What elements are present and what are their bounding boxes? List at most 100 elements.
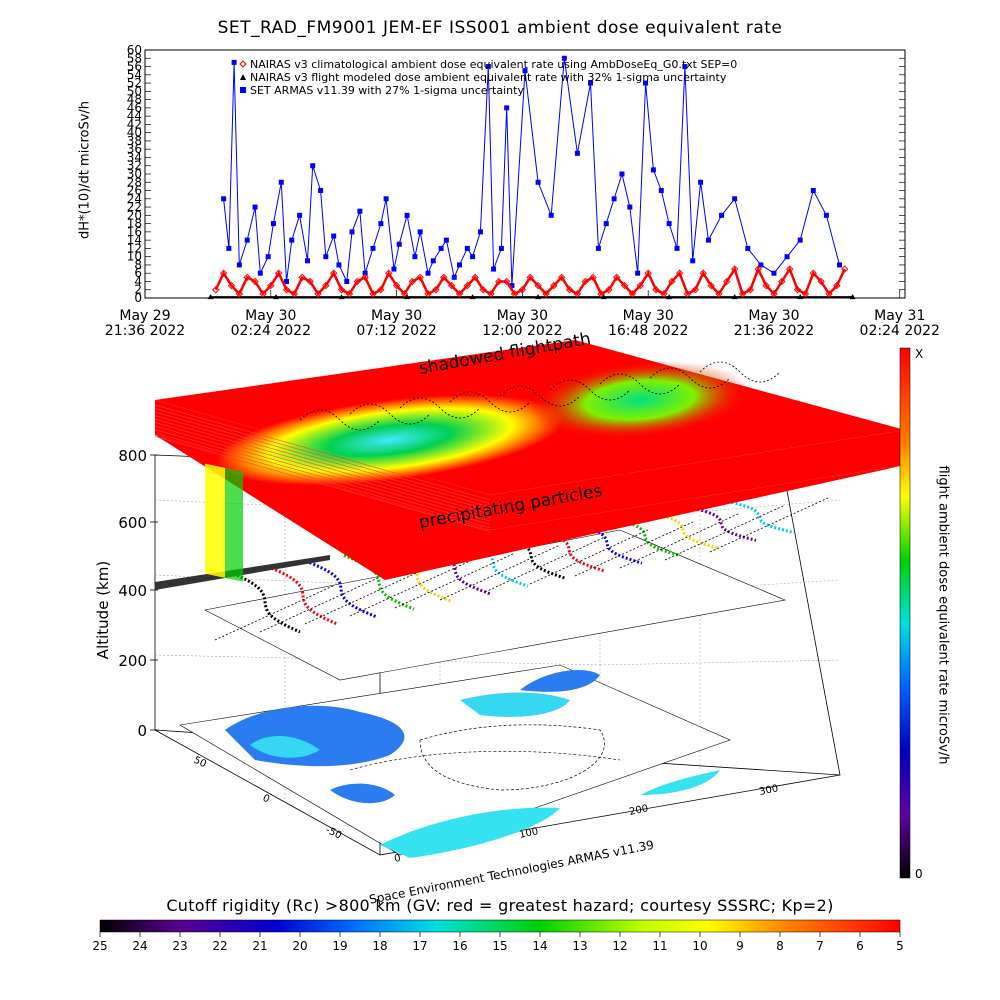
series-flight-modeled-point <box>469 294 476 300</box>
legend-label: SET ARMAS v11.39 with 27% 1-sigma uncert… <box>250 84 524 97</box>
colorbar-bottom-tick-label: 22 <box>212 939 227 953</box>
colorbar-bottom-tick-label: 9 <box>736 939 744 953</box>
colorbar-bottom-tick-label: 12 <box>612 939 627 953</box>
series-nairas-climatological-point <box>817 277 825 286</box>
x-tick-label-date: May 29 <box>119 308 170 324</box>
series-armas-point <box>284 278 290 284</box>
orbit-track <box>647 510 719 550</box>
legend-marker-triangle <box>240 74 246 80</box>
series-flight-modeled-point <box>404 294 411 300</box>
series-armas-point <box>231 59 237 65</box>
series-armas-point <box>771 270 777 276</box>
slab-stripe <box>154 408 491 504</box>
series-flight-modeled-point <box>666 294 673 300</box>
series-nairas-climatological-point <box>282 286 291 294</box>
series-nairas-climatological-point <box>801 290 810 298</box>
series-nairas-climatological-point <box>746 286 755 294</box>
colorbar-bottom-tick-label: 18 <box>372 939 387 953</box>
series-nairas-climatological-point <box>298 273 306 282</box>
series-nairas-climatological-point <box>573 290 582 298</box>
series-armas-line <box>223 58 840 286</box>
series-armas-point <box>252 204 258 210</box>
orbit-track <box>229 570 301 634</box>
series-nairas-climatological-point <box>613 273 621 282</box>
series-nairas-climatological-point <box>534 281 542 290</box>
longitude-tick-label: 300 <box>758 783 779 798</box>
series-armas-point <box>548 212 554 218</box>
orbit-track <box>723 499 795 535</box>
y-tick-label: 22 <box>127 200 142 214</box>
series-nairas-climatological-line <box>214 265 846 297</box>
series-nairas-climatological-point <box>416 273 424 282</box>
y-tick-label: 8 <box>134 258 142 272</box>
slab-stripe <box>154 425 491 522</box>
series-nairas-climatological-point <box>660 290 668 298</box>
series-nairas-climatological-point <box>377 286 385 294</box>
series-nairas-climatological-point <box>668 277 676 286</box>
colorbar-bottom-tick-label: 6 <box>856 939 864 953</box>
series-nairas-climatological-point <box>597 290 605 298</box>
colorbar-bottom-tick-label: 17 <box>412 939 427 953</box>
longitude-tick-label: 0 <box>393 853 402 865</box>
legend-label: NAIRAS v3 climatological ambient dose eq… <box>250 58 737 71</box>
altitude-tick-label: 400 <box>118 582 147 600</box>
series-nairas-climatological-point <box>652 286 660 294</box>
series-nairas-climatological-point <box>636 281 645 290</box>
series-nairas-climatological-point <box>754 265 762 273</box>
series-nairas-climatological-point <box>219 269 228 277</box>
series-armas-point <box>823 212 829 218</box>
slab-stripe <box>154 436 491 532</box>
series-nairas-climatological-point <box>707 281 715 290</box>
slab-track <box>649 367 731 389</box>
y-tick-label: 52 <box>127 76 142 90</box>
series-armas-point <box>438 245 444 251</box>
series-armas-point <box>221 196 227 202</box>
series-armas-point <box>690 258 696 264</box>
series-nairas-climatological-point <box>235 290 244 298</box>
series-nairas-climatological-point <box>715 290 723 298</box>
series-armas-point <box>257 270 263 276</box>
series-armas-point <box>318 188 324 194</box>
series-flight-modeled-point <box>731 294 738 300</box>
altitude-tick-label: 200 <box>118 652 147 670</box>
latitude-tick-label: 50 <box>192 755 208 770</box>
chart-title: SET_RAD_FM9001 JEM-EF ISS001 ambient dos… <box>217 18 783 38</box>
series-armas-point <box>498 245 504 251</box>
series-armas-point <box>627 204 633 210</box>
x-tick-label-time: 21:36 2022 <box>105 323 185 339</box>
series-armas-point <box>412 254 418 260</box>
series-armas-point <box>357 208 363 214</box>
series-nairas-climatological-point <box>793 286 802 294</box>
series-nairas-climatological-point <box>550 281 558 290</box>
colorbar-bottom-tick-label: 23 <box>172 939 187 953</box>
series-flight-modeled-point <box>207 294 214 300</box>
series-nairas-climatological-point <box>738 290 747 298</box>
slab-stripe <box>154 411 491 508</box>
series-nairas-climatological-point <box>408 277 417 286</box>
series-armas-point <box>331 233 337 239</box>
colorbar-bottom-tick-label: 5 <box>896 939 904 953</box>
series-armas-point <box>682 64 688 70</box>
series-armas-point <box>588 80 594 86</box>
series-nairas-climatological-point <box>833 281 841 290</box>
series-armas-point <box>278 179 284 185</box>
series-nairas-climatological-point <box>274 269 283 277</box>
series-nairas-climatological-point <box>699 269 707 277</box>
series-armas-point <box>595 245 601 251</box>
series-nairas-climatological-point <box>329 269 338 277</box>
series-nairas-climatological-point <box>565 286 574 294</box>
series-nairas-climatological-point <box>691 286 700 294</box>
y-tick-label: 6 <box>134 266 142 280</box>
series-nairas-climatological-point <box>314 290 322 298</box>
series-armas-point <box>650 167 656 173</box>
y-tick-label: 12 <box>127 241 142 255</box>
series-armas-point <box>451 274 457 280</box>
series-nairas-climatological-point <box>400 290 409 298</box>
3d-scene: shadowed flightpath precipitating partic… <box>118 329 905 865</box>
series-flight-modeled-point <box>797 294 804 300</box>
series-nairas-climatological-point <box>557 273 566 282</box>
series-armas-point <box>383 196 389 202</box>
series-armas-point <box>758 262 764 268</box>
slab-track <box>699 361 781 383</box>
x-tick-label-date: May 30 <box>748 308 799 324</box>
